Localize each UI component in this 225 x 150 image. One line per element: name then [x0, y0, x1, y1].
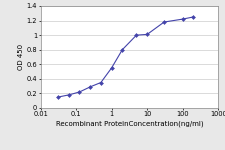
- X-axis label: Recombinant ProteinConcentration(ng/ml): Recombinant ProteinConcentration(ng/ml): [56, 120, 203, 127]
- Y-axis label: OD 450: OD 450: [18, 44, 24, 70]
